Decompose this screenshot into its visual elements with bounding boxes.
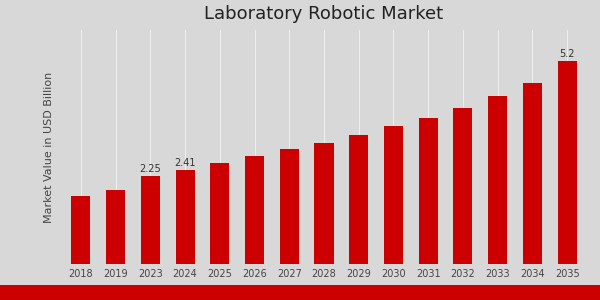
Bar [419,118,438,264]
Bar [523,82,542,264]
Text: 2.41: 2.41 [175,158,196,168]
Bar [245,156,264,264]
Bar [488,96,507,264]
Bar [384,125,403,264]
Text: 5.2: 5.2 [559,49,575,59]
Bar [210,164,229,264]
Bar [349,135,368,264]
Bar [176,170,194,264]
Bar [454,108,473,264]
Title: Laboratory Robotic Market: Laboratory Robotic Market [205,5,443,23]
Bar [314,143,334,264]
Bar [106,190,125,264]
Bar [71,196,91,264]
Y-axis label: Market Value in USD Billion: Market Value in USD Billion [44,71,55,223]
Bar [141,176,160,264]
Bar [557,61,577,264]
Bar [280,149,299,264]
Text: 2.25: 2.25 [139,164,161,174]
